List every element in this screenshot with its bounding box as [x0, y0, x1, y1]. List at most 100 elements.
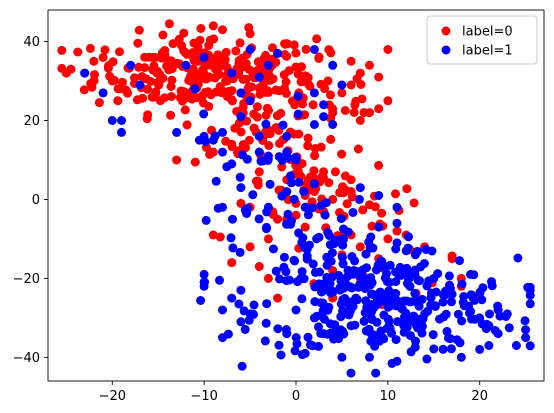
- data-point: [459, 301, 469, 311]
- data-point: [371, 368, 381, 378]
- data-point: [365, 352, 374, 362]
- data-point: [459, 292, 469, 301]
- data-point: [248, 190, 258, 200]
- data-point: [227, 159, 237, 169]
- data-point: [144, 52, 154, 62]
- data-point: [280, 39, 290, 49]
- data-point: [419, 259, 429, 268]
- data-point: [236, 285, 246, 295]
- data-point: [261, 110, 271, 120]
- data-point: [383, 302, 393, 312]
- data-point: [444, 271, 454, 281]
- data-point: [73, 47, 83, 57]
- data-point: [346, 80, 356, 90]
- data-point: [314, 322, 323, 332]
- data-point: [511, 341, 521, 350]
- data-point: [242, 209, 252, 218]
- data-point: [100, 45, 110, 55]
- data-point: [276, 350, 286, 360]
- data-point: [352, 267, 361, 276]
- data-point: [326, 48, 336, 58]
- data-point: [312, 234, 322, 244]
- data-point: [309, 120, 319, 129]
- data-point: [98, 52, 108, 62]
- data-point: [410, 289, 420, 298]
- data-point: [427, 246, 437, 256]
- data-point: [104, 61, 113, 71]
- data-point: [107, 116, 117, 125]
- data-point: [487, 277, 496, 287]
- data-point: [410, 269, 420, 279]
- data-point: [379, 310, 389, 320]
- data-point: [504, 323, 514, 333]
- data-point: [484, 341, 494, 350]
- data-point: [484, 321, 494, 331]
- data-point: [453, 309, 463, 319]
- data-point: [218, 202, 227, 212]
- data-point: [338, 182, 348, 192]
- data-point: [263, 60, 273, 70]
- data-point: [240, 324, 250, 334]
- data-point: [422, 354, 432, 364]
- data-point: [218, 333, 227, 343]
- data-point: [493, 329, 503, 339]
- data-point: [430, 301, 440, 311]
- data-point: [181, 60, 191, 70]
- data-point: [309, 166, 319, 176]
- data-point: [348, 208, 358, 217]
- data-point: [411, 295, 421, 305]
- data-point: [218, 127, 227, 137]
- data-point: [323, 284, 333, 294]
- data-point: [211, 64, 220, 74]
- data-point: [117, 116, 126, 125]
- data-point: [286, 219, 295, 229]
- data-point: [309, 313, 319, 323]
- data-point: [227, 86, 237, 96]
- data-point: [301, 179, 311, 189]
- data-point: [309, 88, 319, 98]
- data-point: [178, 96, 187, 106]
- legend-label-label-1: label=1: [462, 44, 513, 59]
- data-point: [278, 120, 288, 130]
- data-point: [368, 243, 378, 253]
- data-point: [227, 95, 236, 105]
- data-point: [245, 309, 255, 319]
- data-point: [359, 316, 369, 326]
- data-point: [134, 25, 144, 35]
- data-point: [263, 273, 273, 283]
- data-point: [265, 129, 275, 139]
- data-point: [134, 62, 144, 72]
- data-point: [274, 340, 284, 350]
- data-point: [332, 333, 342, 342]
- data-point: [291, 155, 301, 165]
- data-point: [227, 68, 237, 78]
- data-point: [410, 250, 420, 260]
- data-point: [261, 119, 271, 129]
- data-point: [326, 134, 336, 144]
- data-point: [291, 62, 301, 72]
- data-point: [236, 183, 246, 193]
- data-point: [447, 297, 456, 307]
- data-point: [456, 352, 466, 362]
- data-point: [374, 72, 384, 82]
- data-point: [113, 96, 123, 106]
- data-point: [209, 34, 219, 44]
- data-point: [245, 242, 255, 252]
- data-point: [337, 234, 347, 244]
- y-tick-label: 20: [23, 114, 40, 129]
- data-point: [413, 323, 423, 333]
- data-point: [525, 290, 535, 300]
- data-point: [477, 295, 487, 305]
- data-point: [521, 333, 531, 343]
- data-point: [215, 232, 225, 242]
- data-point: [276, 108, 286, 118]
- data-point: [308, 100, 318, 110]
- data-point: [325, 240, 335, 250]
- data-point: [263, 151, 273, 161]
- data-point: [199, 281, 209, 291]
- data-point: [204, 41, 214, 50]
- data-point: [397, 304, 407, 313]
- data-point: [475, 344, 485, 354]
- data-point: [201, 215, 211, 225]
- data-point: [279, 262, 289, 272]
